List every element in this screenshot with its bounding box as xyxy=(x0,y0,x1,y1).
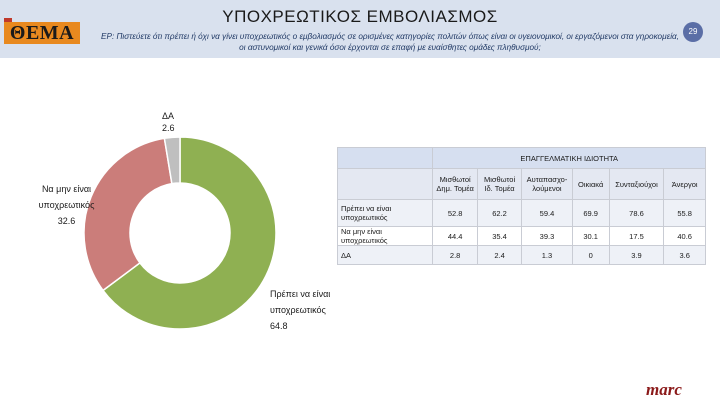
row-label: Πρέπει να είναι υποχρεωτικός xyxy=(336,199,434,227)
table-cell: 40.6 xyxy=(663,226,706,246)
table-row: ΔΑ 2.8 2.4 1.3 0 3.9 3.6 xyxy=(336,245,706,265)
table-cell: 3.6 xyxy=(663,245,706,265)
col-header: Αυταπασχο-λούμενοι xyxy=(521,168,573,200)
slice-da xyxy=(163,136,181,185)
table-row: Να μην είναι υποχρεωτικός 44.4 35.4 39.3… xyxy=(336,226,706,246)
slice-label-da: ΔΑ 2.6 xyxy=(162,110,175,134)
slice-label-da-value: 2.6 xyxy=(162,123,175,133)
col-header: Μισθωτοί Δημ. Τομέα xyxy=(432,168,478,200)
slice-label-da-text: ΔΑ xyxy=(162,111,175,121)
page-title: ΥΠΟΧΡΕΩΤΙΚΟΣ ΕΜΒΟΛΙΑΣΜΟΣ xyxy=(222,7,498,26)
table-cell: 35.4 xyxy=(476,226,523,246)
col-header: Οικιακά xyxy=(571,168,610,200)
slice-label-yes-text: Πρέπει να είναι υποχρεωτικός xyxy=(270,289,331,315)
table-cell: 2.4 xyxy=(476,245,523,265)
table-cell: 39.3 xyxy=(521,226,573,246)
table-cell: 52.8 xyxy=(432,199,478,227)
table-cell: 30.1 xyxy=(571,226,610,246)
table-group-header: ΕΠΑΓΓΕΛΜΑΤΙΚΗ ΙΔΙΟΤΗΤΑ xyxy=(432,147,706,169)
table-row: Πρέπει να είναι υποχρεωτικός 52.8 62.2 5… xyxy=(336,199,706,227)
survey-question: ΕΡ: Πιστεύετε ότι πρέπει ή όχι να γίνει … xyxy=(101,32,679,52)
table-corner-2 xyxy=(336,168,434,200)
table-cell: 44.4 xyxy=(432,226,478,246)
page-number-badge: 29 xyxy=(683,22,703,42)
col-header: Συνταξιούχοι xyxy=(608,168,665,200)
slice-no xyxy=(83,137,173,292)
table-cell: 0 xyxy=(571,245,610,265)
slice-yes xyxy=(101,136,277,330)
table-cell: 1.3 xyxy=(521,245,573,265)
col-header: Μισθωτοί Ιδ. Τομέα xyxy=(476,168,523,200)
table-cell: 59.4 xyxy=(521,199,573,227)
col-header: Άνεργοι xyxy=(663,168,706,200)
slice-label-yes: Πρέπει να είναι υποχρεωτικός 64.8 xyxy=(270,286,355,334)
header-bar xyxy=(0,0,720,58)
row-label: ΔΑ xyxy=(336,245,434,265)
table-cell: 55.8 xyxy=(663,199,706,227)
slice-label-no-value: 32.6 xyxy=(57,216,76,226)
table-corner xyxy=(336,147,434,169)
table-cell: 2.8 xyxy=(432,245,478,265)
slice-label-yes-value: 64.8 xyxy=(270,321,288,331)
slice-label-no-text: Να μην είναι υποχρεωτικός xyxy=(38,184,95,210)
row-label: Να μην είναι υποχρεωτικός xyxy=(336,226,434,246)
crosstab-table: ΕΠΑΓΓΕΛΜΑΤΙΚΗ ΙΔΙΟΤΗΤΑ Μισθωτοί Δημ. Τομ… xyxy=(336,147,706,265)
slice-label-no: Να μην είναι υποχρεωτικός 32.6 xyxy=(24,181,109,229)
brand-logo: marc xyxy=(646,380,682,399)
table-cell: 69.9 xyxy=(571,199,610,227)
table-cell: 78.6 xyxy=(608,199,665,227)
logo-accent xyxy=(4,18,12,22)
table-cell: 3.9 xyxy=(608,245,665,265)
table-cell: 62.2 xyxy=(476,199,523,227)
logo: ΘΕΜΑ xyxy=(4,22,80,44)
table-cell: 17.5 xyxy=(608,226,665,246)
